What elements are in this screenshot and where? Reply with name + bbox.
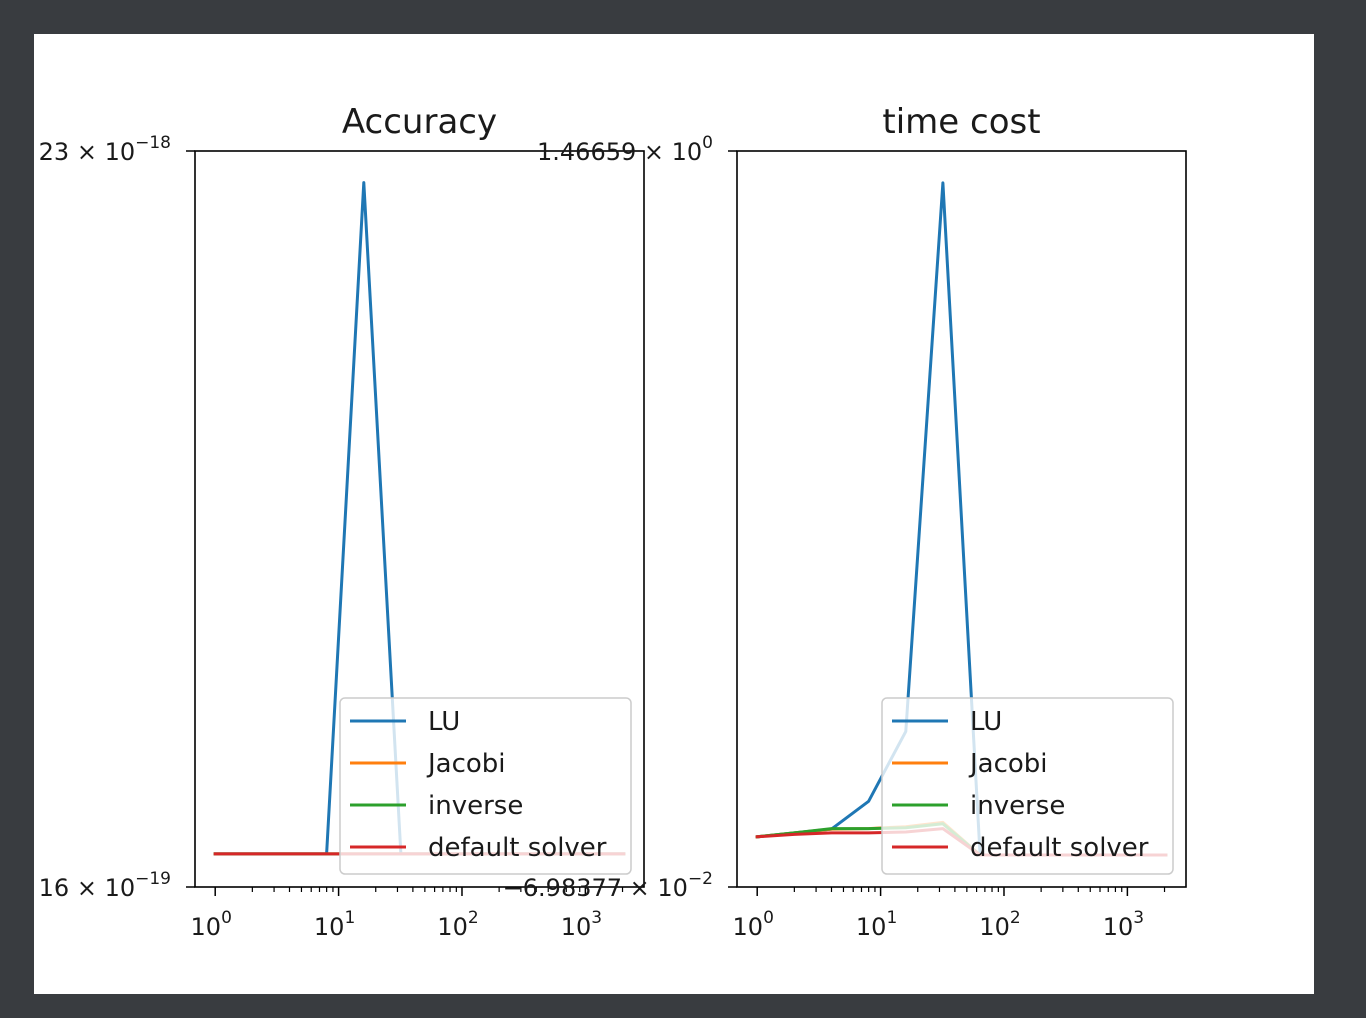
figure: Accuracy 100 101 102 103 23 × 10−18 16 × 10−19… [34, 34, 1314, 994]
x-tick-label: 100 [733, 908, 774, 941]
chart-title: time cost [882, 102, 1040, 142]
legend-label: default solver [970, 833, 1149, 863]
x-tick-label: 103 [1103, 908, 1144, 941]
legend-label: default solver [428, 833, 607, 863]
accuracy-panel: Accuracy 100 101 102 103 23 × 10−18 16 × 10−19… [39, 102, 645, 941]
y-tick-label: 23 × 10−18 [39, 133, 171, 166]
chart-title: Accuracy [342, 102, 497, 142]
legend-label: LU [970, 707, 1002, 737]
x-tick-label: 102 [437, 908, 478, 941]
legend-label: Jacobi [426, 749, 506, 779]
axes-frame [194, 150, 645, 888]
legend-label: Jacobi [968, 749, 1048, 779]
legend-box [339, 697, 632, 875]
x-tick-label: 100 [191, 908, 232, 941]
legend: LU Jacobi inverse default solver [881, 697, 1174, 875]
legend: LU Jacobi inverse default solver [339, 697, 632, 875]
y-tick-label: 16 × 10−19 [39, 869, 171, 902]
time-cost-panel: time cost 100 101 102 103 1.46659 × 100 −6.983… [503, 102, 1187, 941]
x-tick-label: 101 [856, 908, 897, 941]
legend-label: inverse [428, 791, 523, 821]
x-tick-label: 103 [561, 908, 602, 941]
y-tick-label: −6.98377 × 10−2 [503, 869, 713, 902]
x-tick-label: 102 [979, 908, 1020, 941]
legend-label: LU [428, 707, 460, 737]
x-tick-label: 101 [314, 908, 355, 941]
y-tick-label: 1.46659 × 100 [537, 133, 713, 166]
figure-canvas: Accuracy 100 101 102 103 23 × 10−18 16 × 10−19… [39, 102, 1187, 941]
axes-frame [736, 150, 1187, 888]
legend-box [881, 697, 1174, 875]
legend-label: inverse [970, 791, 1065, 821]
